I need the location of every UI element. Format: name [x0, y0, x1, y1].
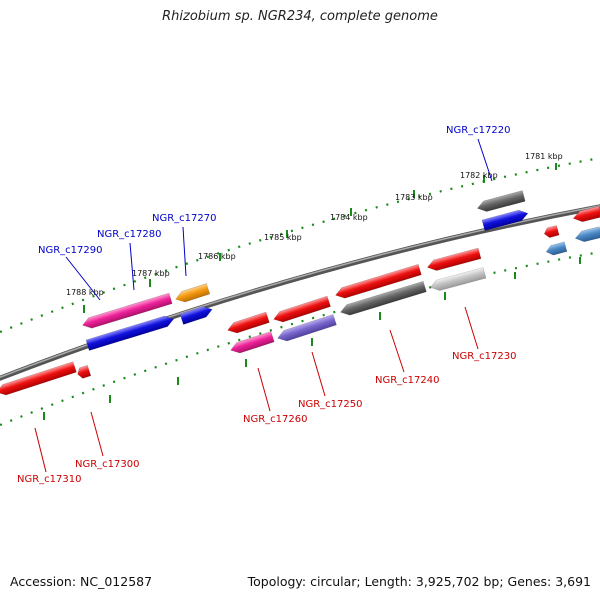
gene-arrow[interactable] — [0, 361, 77, 398]
kbp-labels: 1781 kbp 1782 kbp 1783 kbp 1784 kbp 1785… — [66, 152, 563, 297]
gene-arrow[interactable] — [543, 225, 560, 238]
gene-arrow[interactable] — [174, 283, 211, 304]
gene-arrow[interactable] — [476, 190, 526, 214]
kbp-label: 1784 kbp — [330, 213, 368, 222]
major-ticks-inner — [43, 257, 581, 420]
gene-label[interactable]: NGR_c17250 — [298, 399, 363, 410]
kbp-label: 1786 kbp — [198, 252, 236, 261]
gene-label[interactable]: NGR_c17290 — [38, 245, 103, 256]
gene-arrow[interactable] — [426, 247, 482, 273]
kbp-label: 1788 kbp — [66, 288, 104, 297]
gene-arrow[interactable] — [339, 280, 427, 317]
gene-labels: NGR_c17220 NGR_c17270 NGR_c17280 NGR_c17… — [17, 125, 517, 485]
gene-callouts — [34, 138, 493, 473]
genome-backbone — [0, 204, 600, 381]
kbp-label: 1782 kbp — [460, 171, 498, 180]
tick-ring-inner — [0, 250, 600, 427]
gene-label[interactable]: NGR_c17280 — [97, 229, 162, 240]
map-title: Rhizobium sp. NGR234, complete genome — [162, 9, 438, 24]
gene-arrow[interactable] — [226, 311, 270, 335]
gene-arrow[interactable] — [574, 226, 600, 244]
kbp-label: 1783 kbp — [395, 193, 433, 202]
kbp-label: 1787 kbp — [132, 269, 170, 278]
gene-arrow[interactable] — [81, 292, 173, 330]
gene-arrow[interactable] — [229, 331, 275, 355]
gene-arrow[interactable] — [481, 208, 529, 231]
kbp-label: 1781 kbp — [525, 152, 563, 161]
gene-label[interactable]: NGR_c17300 — [75, 459, 140, 470]
gene-label[interactable]: NGR_c17270 — [152, 213, 217, 224]
accession-text: Accession: NC_012587 — [10, 574, 153, 589]
kbp-label: 1785 kbp — [264, 233, 302, 242]
tick-ring-outer — [0, 156, 600, 334]
gene-label[interactable]: NGR_c17230 — [452, 351, 517, 362]
gene-features — [0, 190, 600, 398]
gene-arrow[interactable] — [76, 364, 92, 379]
topology-text: Topology: circular; Length: 3,925,702 bp… — [247, 574, 591, 589]
gene-arrow[interactable] — [545, 241, 568, 257]
gene-arrow[interactable] — [572, 205, 600, 223]
gene-arrow[interactable] — [334, 263, 422, 300]
major-ticks-outer — [83, 163, 557, 313]
gene-arrow[interactable] — [429, 267, 487, 293]
gene-label[interactable]: NGR_c17240 — [375, 375, 440, 386]
gene-arrow[interactable] — [272, 295, 331, 324]
gene-arrow[interactable] — [85, 314, 175, 351]
gene-arrow[interactable] — [179, 304, 214, 325]
gene-label[interactable]: NGR_c17220 — [446, 125, 511, 136]
gene-label[interactable]: NGR_c17260 — [243, 414, 308, 425]
gene-label[interactable]: NGR_c17310 — [17, 474, 82, 485]
gene-arrow[interactable] — [276, 314, 337, 343]
